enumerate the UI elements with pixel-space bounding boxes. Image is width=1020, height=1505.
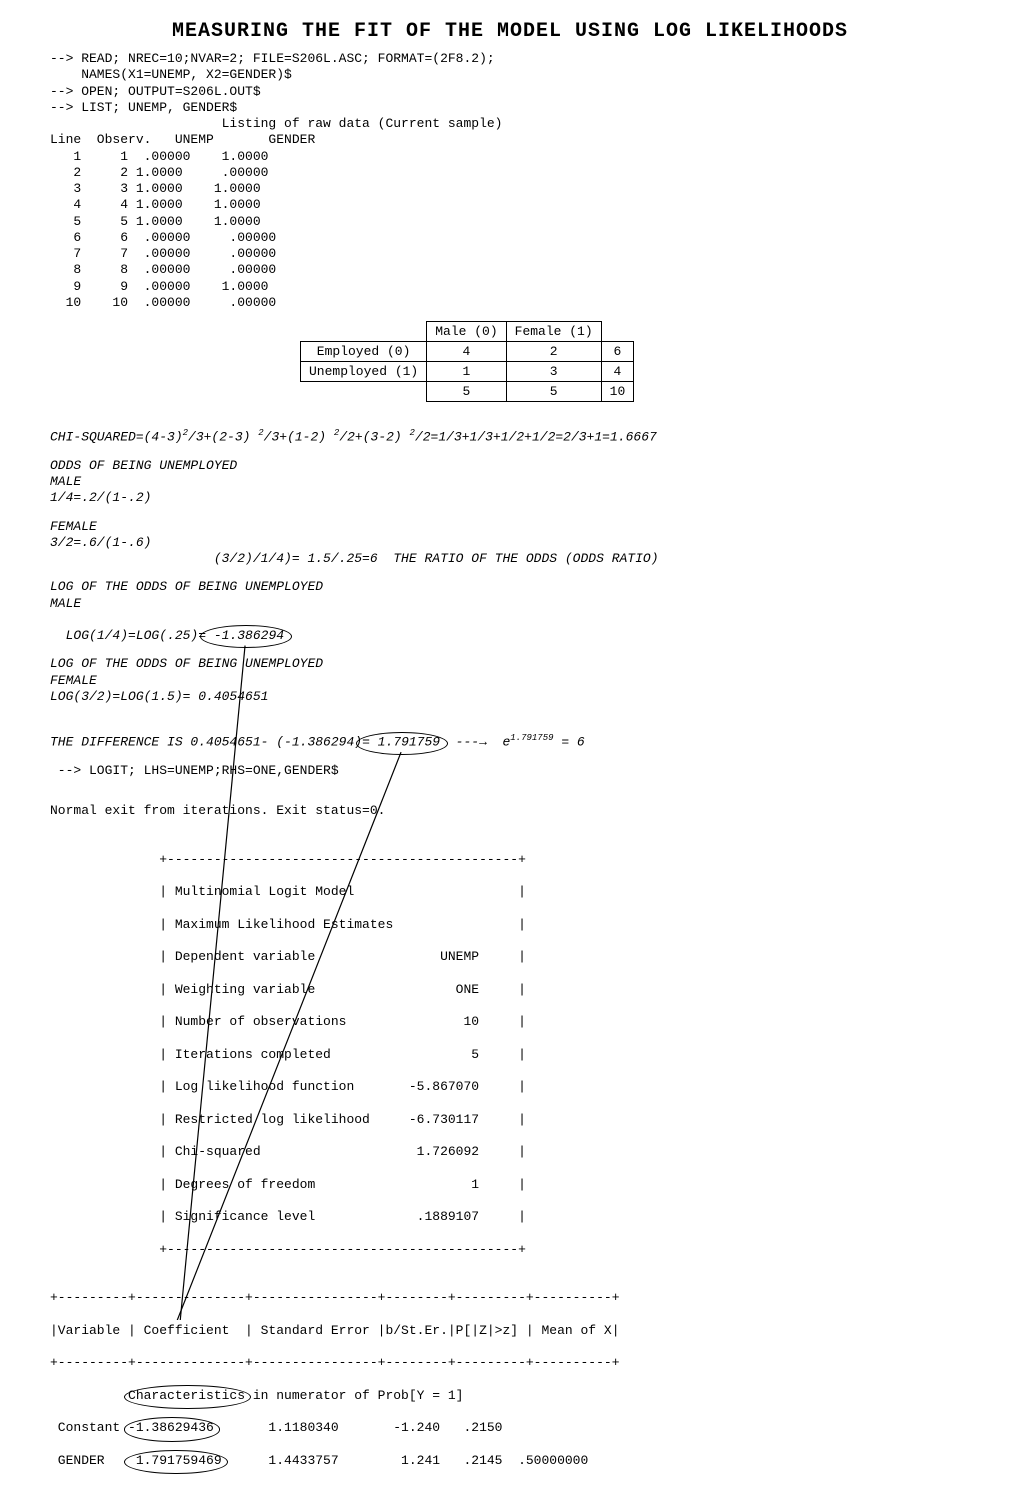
table-row: 4 4 1.0000 1.0000 [50,197,970,213]
table-row: 8 8 .00000 .00000 [50,262,970,278]
table-row: 5 5 1.0000 1.0000 [50,214,970,230]
table-row: 6 6 .00000 .00000 [50,230,970,246]
odds-female-label: FEMALE [50,519,970,535]
odds-male-calc: 1/4=.2/(1-.2) [50,490,970,506]
odds-male-label: MALE [50,474,970,490]
crosstab-cell: 3 [506,362,601,382]
cmd-read: --> READ; NREC=10;NVAR=2; FILE=S206L.ASC… [50,51,970,67]
output-box: +---------------------------------------… [50,835,970,1274]
cmd-open: --> OPEN; OUTPUT=S206L.OUT$ [50,84,970,100]
table-row: 9 9 .00000 1.0000 [50,279,970,295]
listing-cols: Line Observ. UNEMP GENDER [50,132,970,148]
odds-ratio: (3/2)/1/4)= 1.5/.25=6 THE RATIO OF THE O… [50,551,970,567]
logodds-female-calc: LOG(3/2)=LOG(1.5)= 0.4054651 [50,689,970,705]
crosstab-cell: 1 [427,362,506,382]
crosstab-cell: 6 [601,342,634,362]
table-row: 3 3 1.0000 1.0000 [50,181,970,197]
crosstab-unemployed-label: Unemployed (1) [301,362,427,382]
crosstab-cell: 4 [601,362,634,382]
results-table: +---------+--------------+--------------… [50,1274,970,1485]
cmd-names: NAMES(X1=UNEMP, X2=GENDER)$ [50,67,970,83]
listing-header: Listing of raw data (Current sample) [50,116,970,132]
logodds-female-label: FEMALE [50,673,970,689]
crosstab-female-header: Female (1) [506,322,601,342]
logit-command: --> LOGIT; LHS=UNEMP;RHS=ONE,GENDER$ [50,763,970,779]
chi-squared-line: CHI-SQUARED=(4-3)2/3+(2-3) 2/3+(1-2) 2/2… [50,412,970,446]
cmd-list: --> LIST; UNEMP, GENDER$ [50,100,970,116]
table-row: 1 1 .00000 1.0000 [50,149,970,165]
crosstab-cell: 5 [506,382,601,402]
crosstab-employed-label: Employed (0) [301,342,427,362]
crosstab-male-header: Male (0) [427,322,506,342]
crosstab-cell: 4 [427,342,506,362]
table-row: 2 2 1.0000 .00000 [50,165,970,181]
logodds-header2: LOG OF THE ODDS OF BEING UNEMPLOYED [50,656,970,672]
crosstab-cell: 2 [506,342,601,362]
crosstab-cell: 10 [601,382,634,402]
odds-header: ODDS OF BEING UNEMPLOYED [50,458,970,474]
difference-line: THE DIFFERENCE IS 0.4054651- (-1.386294)… [50,717,970,751]
table-row: 10 10 .00000 .00000 [50,295,970,311]
logodds-male-label: MALE [50,596,970,612]
crosstab-table: Male (0) Female (1) Employed (0) 4 2 6 U… [300,321,634,402]
odds-female-calc: 3/2=.6/(1-.6) [50,535,970,551]
exit-message: Normal exit from iterations. Exit status… [50,803,970,819]
crosstab-cell: 5 [427,382,506,402]
table-row: 7 7 .00000 .00000 [50,246,970,262]
page-title: MEASURING THE FIT OF THE MODEL USING LOG… [50,20,970,43]
logodds-male-calc: LOG(1/4)=LOG(.25)= -1.386294 [50,612,970,645]
logodds-header1: LOG OF THE ODDS OF BEING UNEMPLOYED [50,579,970,595]
